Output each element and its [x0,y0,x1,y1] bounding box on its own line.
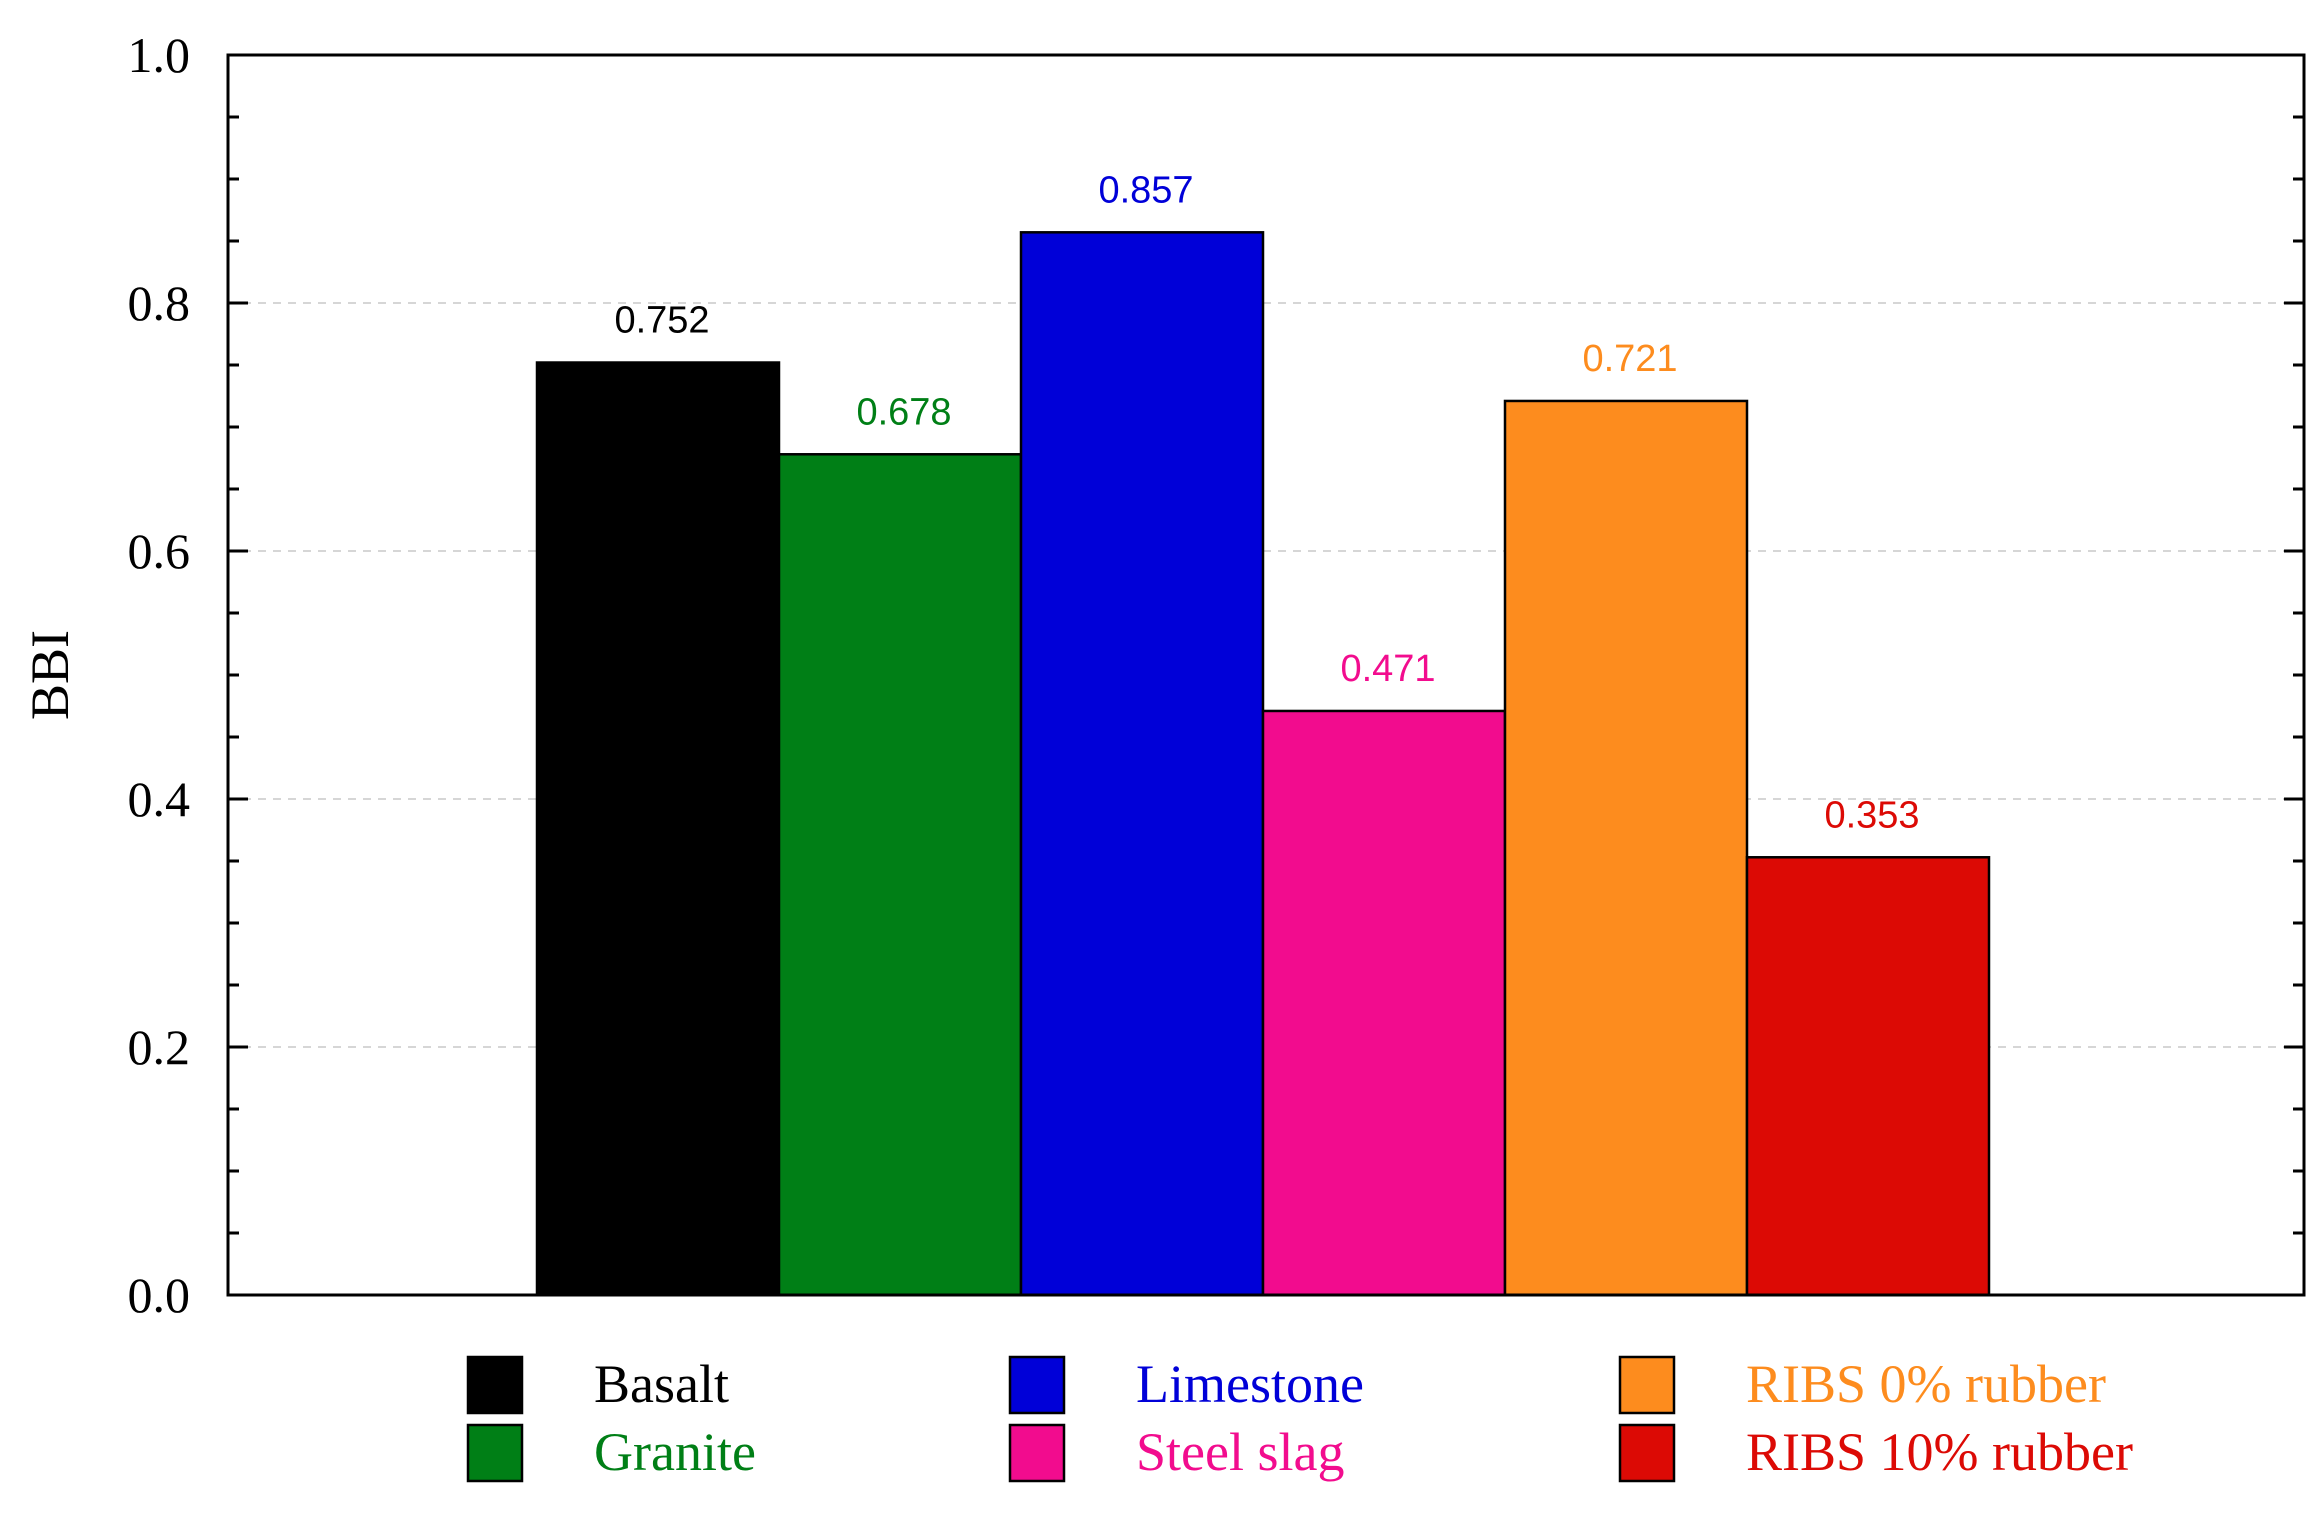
legend-swatch [466,1423,524,1483]
legend: Basalt Granite Limestone Steel slag RIBS 0% … [466,1354,2133,1483]
legend-swatch [1008,1423,1066,1483]
bars [535,231,1991,1297]
legend-entry-label: RIBS 0% rubber [1746,1354,2106,1414]
legend-swatch [466,1355,524,1415]
y-axis-label: BBI [20,630,80,720]
axis-ticks: 0.0 0.2 0.4 0.6 0.8 1.0 [128,27,2304,1323]
y-tick-label: 0.6 [128,523,191,579]
data-label: 0.721 [1582,338,1677,380]
legend-swatch [1618,1355,1676,1415]
legend-entry-label: Basalt [594,1354,729,1414]
bar [535,361,781,1297]
y-tick-label: 1.0 [128,27,191,83]
legend-swatch [1618,1423,1676,1483]
legend-entry-label: Steel slag [1136,1422,1344,1482]
data-labels: 0.752 0.678 0.857 0.471 0.721 0.353 [614,169,1919,836]
y-tick-label: 0.0 [128,1267,191,1323]
bar [1019,231,1265,1297]
bar [777,453,1023,1297]
legend-entry-label: Granite [594,1422,756,1482]
data-label: 0.678 [856,391,951,433]
data-label: 0.857 [1098,169,1193,211]
bar [1261,709,1507,1297]
bar [1745,856,1991,1297]
data-label: 0.752 [614,300,709,342]
y-tick-label: 0.4 [128,771,191,827]
legend-swatch [1008,1355,1066,1415]
y-tick-label: 0.8 [128,275,191,331]
bar [1503,399,1749,1297]
y-tick-label: 0.2 [128,1019,191,1075]
legend-entry-label: Limestone [1136,1354,1364,1414]
data-label: 0.471 [1340,648,1435,690]
legend-entry-label: RIBS 10% rubber [1746,1422,2133,1482]
data-label: 0.353 [1824,794,1919,836]
